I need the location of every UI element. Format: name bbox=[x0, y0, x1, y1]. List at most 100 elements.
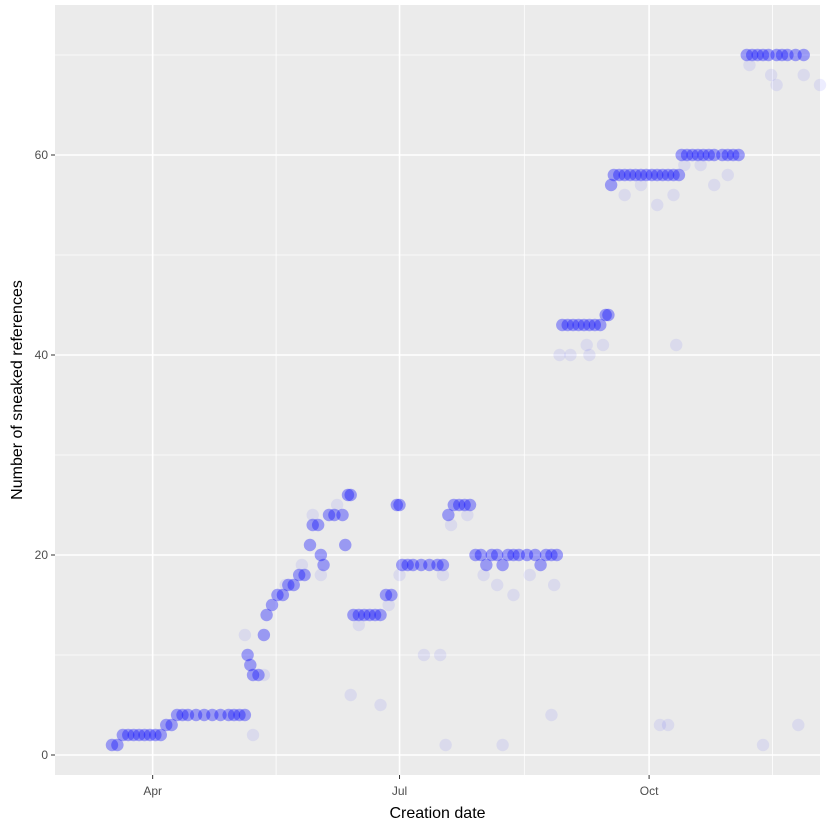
data-point bbox=[244, 658, 257, 672]
data-point bbox=[721, 148, 734, 162]
data-point bbox=[732, 148, 745, 162]
data-point bbox=[653, 718, 667, 732]
data-point bbox=[553, 348, 566, 362]
data-point bbox=[453, 498, 466, 512]
data-point bbox=[607, 168, 621, 182]
data-point bbox=[496, 738, 509, 752]
plot-panel bbox=[55, 5, 820, 775]
data-point bbox=[667, 168, 680, 182]
y-axis-title: Number of sneaked references bbox=[9, 280, 26, 500]
data-point bbox=[474, 548, 488, 562]
data-point bbox=[770, 48, 783, 62]
data-point bbox=[680, 148, 694, 162]
data-point bbox=[656, 168, 669, 182]
data-point bbox=[561, 318, 574, 332]
data-point bbox=[580, 338, 593, 352]
data-point bbox=[599, 308, 612, 322]
data-point bbox=[214, 708, 227, 722]
data-point bbox=[314, 548, 328, 562]
data-point bbox=[444, 518, 458, 532]
data-point bbox=[160, 718, 173, 732]
x-tick-label: Apr bbox=[143, 784, 162, 798]
data-point bbox=[770, 78, 783, 92]
data-point bbox=[358, 608, 371, 622]
grid-major bbox=[55, 5, 820, 775]
data-point bbox=[797, 48, 810, 62]
y-tick-label: 40 bbox=[35, 348, 49, 362]
y-tick-label: 20 bbox=[35, 548, 49, 562]
grid-minor bbox=[55, 5, 820, 775]
data-point bbox=[436, 568, 450, 582]
data-point bbox=[547, 578, 561, 592]
data-point bbox=[352, 608, 366, 622]
data-point bbox=[697, 148, 710, 162]
data-point bbox=[252, 668, 265, 682]
data-point bbox=[634, 168, 648, 182]
data-point bbox=[132, 728, 146, 742]
data-point bbox=[423, 558, 436, 572]
data-point bbox=[708, 178, 721, 192]
data-point bbox=[393, 498, 406, 512]
data-point bbox=[303, 538, 317, 552]
data-point bbox=[368, 608, 382, 622]
data-point bbox=[143, 728, 157, 742]
data-point bbox=[686, 148, 699, 162]
data-point bbox=[122, 728, 135, 742]
data-point bbox=[189, 708, 203, 722]
data-point bbox=[670, 338, 683, 352]
data-point bbox=[352, 618, 366, 632]
data-point bbox=[385, 588, 398, 602]
data-point bbox=[756, 738, 770, 752]
data-point bbox=[233, 708, 246, 722]
y-tick-label: 60 bbox=[35, 148, 49, 162]
data-point bbox=[792, 718, 805, 732]
data-point bbox=[401, 558, 414, 572]
data-point bbox=[550, 548, 564, 562]
data-point bbox=[604, 178, 618, 192]
data-point bbox=[292, 568, 306, 582]
data-point bbox=[317, 558, 330, 572]
data-point bbox=[344, 488, 357, 502]
data-point bbox=[344, 688, 357, 702]
data-point bbox=[257, 628, 271, 642]
data-point bbox=[374, 698, 387, 712]
data-point bbox=[176, 708, 189, 722]
data-point bbox=[545, 548, 558, 562]
data-point bbox=[485, 548, 498, 562]
data-point bbox=[436, 558, 450, 572]
data-point bbox=[721, 168, 734, 182]
data-point bbox=[260, 608, 273, 622]
data-point bbox=[463, 498, 477, 512]
data-point bbox=[276, 588, 290, 602]
data-point bbox=[678, 158, 691, 172]
data-point bbox=[336, 508, 349, 522]
data-point bbox=[743, 58, 756, 72]
data-point bbox=[490, 548, 504, 562]
data-point bbox=[534, 558, 547, 572]
data-point bbox=[745, 48, 759, 62]
data-point bbox=[271, 588, 284, 602]
data-point bbox=[314, 568, 328, 582]
data-point bbox=[477, 568, 490, 582]
data-point bbox=[295, 558, 309, 572]
data-point bbox=[447, 498, 460, 512]
data-point bbox=[265, 598, 279, 612]
data-point bbox=[645, 168, 659, 182]
data-point bbox=[306, 518, 319, 532]
data-point bbox=[618, 188, 631, 202]
data-point bbox=[813, 78, 827, 92]
data-point bbox=[716, 148, 729, 162]
faint-points-layer bbox=[238, 58, 827, 752]
data-point bbox=[556, 318, 569, 332]
data-point bbox=[740, 48, 753, 62]
data-point bbox=[246, 668, 260, 682]
data-point bbox=[322, 508, 336, 522]
data-point bbox=[634, 178, 648, 192]
data-point bbox=[781, 48, 794, 62]
data-point bbox=[764, 68, 778, 82]
data-point bbox=[379, 588, 393, 602]
data-point bbox=[298, 568, 311, 582]
data-point bbox=[490, 578, 504, 592]
